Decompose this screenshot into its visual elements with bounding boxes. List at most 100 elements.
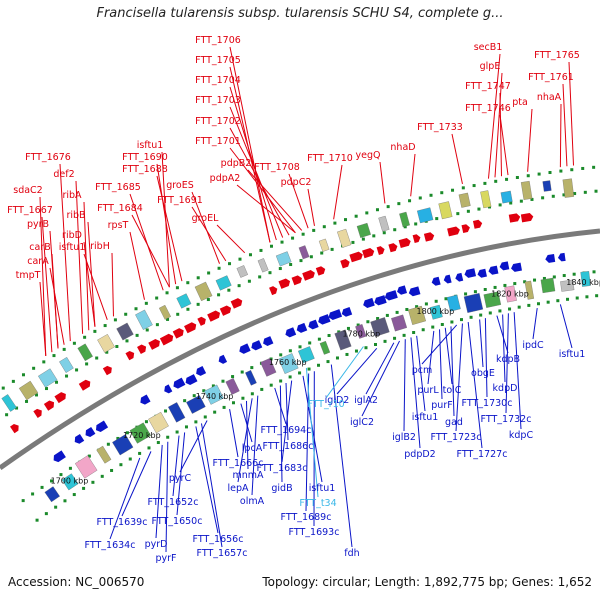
reverse-gene-arrow[interactable] [488,265,499,275]
forward-gene-arrow[interactable] [10,423,19,434]
forward-gene-arrow[interactable] [207,310,221,322]
reverse-gene-arrow[interactable] [173,377,186,389]
gene-label-fdh[interactable]: fdh [344,548,359,559]
gene-label-ftt-1667[interactable]: FTT_1667 [7,205,53,216]
gene-label-pcm[interactable]: pcm [412,365,433,376]
gene-label-lpca[interactable]: lpcA [242,443,263,454]
gene-label-ftt-1703[interactable]: FTT_1703 [195,95,241,106]
feature-block[interactable] [278,353,299,374]
forward-gene-arrow[interactable] [423,232,435,242]
feature-block[interactable] [257,258,269,273]
gene-labels[interactable]: FTT_1706 FTT_1705 FTT_1704 FTT_1703 FTT_1702… [7,35,585,564]
forward-gene-arrow[interactable] [184,322,197,334]
feature-block[interactable] [176,293,192,309]
feature-block[interactable] [298,346,315,364]
forward-gene-arrow[interactable] [33,408,42,418]
feature-block[interactable] [186,395,206,414]
reverse-gene-arrow[interactable] [431,276,441,286]
gene-label-nhaa[interactable]: nhaA [537,92,562,103]
forward-gene-arrow[interactable] [219,305,232,316]
feature-block[interactable] [215,275,232,291]
feature-block[interactable] [148,411,169,434]
gene-label-ftt-1708[interactable]: FTT_1708 [254,162,300,173]
forward-gene-arrow[interactable] [302,270,315,281]
feature-block[interactable] [260,358,277,377]
feature-block[interactable] [416,207,434,224]
gene-label-ftt-1691[interactable]: FTT_1691 [157,195,203,206]
feature-block[interactable] [520,180,533,200]
feature-block[interactable] [356,222,371,238]
forward-gene-arrow[interactable] [376,246,385,255]
feature-block[interactable] [463,293,484,313]
forward-gene-arrow[interactable] [148,338,160,350]
reverse-gene-arrow[interactable] [328,309,343,320]
reverse-gene-arrow[interactable] [53,450,66,463]
gene-label-pta[interactable]: pta [512,97,528,108]
forward-gene-arrow[interactable] [278,278,291,289]
gene-label-ftt-1747[interactable]: FTT_1747 [465,81,511,92]
gene-label-igla2[interactable]: iglA2 [354,395,378,406]
forward-gene-arrow[interactable] [508,213,521,223]
forward-gene-arrow[interactable] [54,392,66,404]
forward-gene-arrow[interactable] [447,226,460,237]
gene-label-olma[interactable]: olmA [240,496,265,507]
feature-block[interactable] [298,245,310,260]
gene-label-tmpt[interactable]: tmpT [16,270,41,281]
forward-gene-arrow[interactable] [269,286,278,296]
forward-gene-arrow[interactable] [520,213,534,223]
reverse-gene-arrow[interactable] [296,322,308,333]
feature-block[interactable] [560,279,575,292]
gene-label-ftt-1666c[interactable]: FTT_1666c [213,458,264,469]
reverse-gene-arrow[interactable] [397,285,408,295]
reverse-gene-arrow[interactable] [164,384,173,394]
reverse-gene-arrow[interactable] [85,427,96,438]
reverse-gene-arrow[interactable] [308,319,319,330]
feature-block[interactable] [135,309,153,330]
forward-gene-arrow[interactable] [230,298,243,309]
feature-track[interactable] [0,178,591,503]
gene-label-iglb2[interactable]: iglB2 [392,432,416,443]
gene-label-ribh[interactable]: ribH [90,241,110,252]
feature-block[interactable] [480,190,492,209]
feature-block[interactable] [129,422,152,444]
gene-label-isftu1[interactable]: isftu1 [59,242,86,253]
feature-block[interactable] [275,251,292,267]
reverse-gene-arrow[interactable] [196,366,207,376]
feature-block[interactable] [334,329,352,351]
gene-label-ftt-1701[interactable]: FTT_1701 [195,136,241,147]
forward-gene-arrow[interactable] [349,251,363,263]
gene-label-ftt-1688[interactable]: FTT_1688 [122,164,168,175]
gene-label-isftu1[interactable]: isftu1 [559,349,586,360]
feature-block[interactable] [318,238,330,252]
feature-block[interactable] [44,486,60,503]
forward-gene-arrow[interactable] [412,234,421,244]
reverse-gene-arrow[interactable] [263,336,274,347]
feature-block[interactable] [158,304,171,320]
feature-block[interactable] [225,378,240,395]
feature-block[interactable] [77,343,93,362]
feature-block[interactable] [116,322,134,341]
gene-label-ftt-1683c[interactable]: FTT_1683c [257,463,308,474]
gene-label-ftt-1676[interactable]: FTT_1676 [25,152,71,163]
feature-block[interactable] [483,291,502,308]
feature-block[interactable] [580,271,591,287]
reverse-gene-arrow[interactable] [95,420,109,432]
gene-label-ftt-1652c[interactable]: FTT_1652c [148,497,199,508]
feature-block[interactable] [38,368,58,388]
feature-block[interactable] [59,356,74,373]
forward-gene-arrow[interactable] [362,248,375,259]
gene-label-def2[interactable]: def2 [53,169,74,180]
feature-block[interactable] [194,281,213,302]
gene-label-ftt-1693c[interactable]: FTT_1693c [289,527,340,538]
reverse-gene-arrow[interactable] [341,307,353,317]
reverse-gene-arrow[interactable] [140,394,151,405]
feature-block[interactable] [524,280,535,300]
forward-gene-arrow[interactable] [388,243,398,253]
feature-block[interactable] [245,370,257,386]
forward-gene-arrow[interactable] [137,344,147,355]
gene-label-purf[interactable]: purF [431,400,452,411]
gene-label-ftt-1705[interactable]: FTT_1705 [195,55,241,66]
forward-gene-arrow[interactable] [102,365,112,376]
gene-label-carb[interactable]: carB [29,242,50,253]
feature-block[interactable] [18,380,39,401]
